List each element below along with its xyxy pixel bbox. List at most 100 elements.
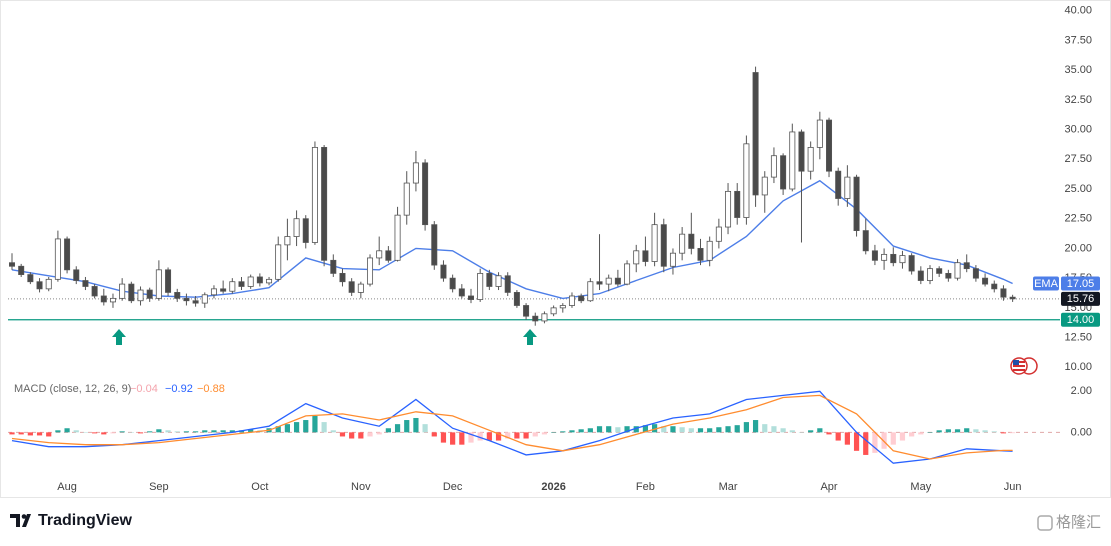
candle-body <box>256 276 263 284</box>
candle-body <box>862 230 869 252</box>
candle-body <box>660 224 667 267</box>
macd-histogram-bar <box>165 430 171 433</box>
candle-body <box>633 250 640 265</box>
candle-body <box>367 257 374 285</box>
macd-histogram-bar <box>193 431 199 433</box>
candle-body <box>27 274 34 283</box>
macd-histogram-bar <box>679 427 685 433</box>
candle-body <box>972 268 979 279</box>
x-tick-label: Dec <box>443 481 463 493</box>
macd-histogram-bar <box>670 426 676 433</box>
macd-line-value: −0.92 <box>165 383 193 395</box>
x-tick-label: Sep <box>149 481 169 493</box>
candle-body <box>486 272 493 287</box>
macd-histogram-bar <box>9 432 15 435</box>
macd-histogram-bar <box>707 428 713 433</box>
x-tick-label: Oct <box>251 481 268 493</box>
y-tick-label: 22.50 <box>1064 213 1092 225</box>
candle-body <box>275 244 282 280</box>
macd-histogram-bar <box>119 431 125 433</box>
candle-body <box>100 295 107 303</box>
macd-histogram-bar <box>156 429 162 433</box>
macd-histogram-bar <box>64 428 70 433</box>
candle-body <box>266 278 273 284</box>
x-tick-label: Jun <box>1004 481 1022 493</box>
y-tick-label: 20.00 <box>1064 242 1092 254</box>
candle-body <box>192 300 199 304</box>
candle-body <box>357 283 364 293</box>
candle-body <box>770 155 777 178</box>
macd-histogram-bar <box>495 432 502 441</box>
candle-body <box>54 238 61 280</box>
y-tick-label: 30.00 <box>1064 123 1092 135</box>
candle-body <box>550 307 557 315</box>
candle-body <box>229 281 236 292</box>
buy-arrow <box>523 329 537 345</box>
macd-tick-label: 0.00 <box>1071 426 1092 438</box>
macd-hist-value: −0.04 <box>130 383 158 395</box>
macd-histogram-bar <box>652 424 658 433</box>
candle-body <box>412 162 419 184</box>
macd-histogram-bar <box>661 426 667 433</box>
candle-body <box>348 281 355 293</box>
candle-body <box>146 289 153 299</box>
y-tick-label: 37.50 <box>1064 34 1092 46</box>
candle-body <box>311 146 318 243</box>
macd-histogram-bar <box>82 432 89 433</box>
candle-body <box>73 269 80 281</box>
macd-histogram-bar <box>229 430 235 433</box>
candle-body <box>82 280 89 287</box>
candle-body <box>504 275 511 293</box>
candle-body <box>165 269 172 293</box>
macd-histogram-bar <box>991 431 997 433</box>
x-tick-label: Apr <box>820 481 837 493</box>
macd-histogram-bar <box>1000 432 1007 434</box>
macd-histogram-bar <box>587 428 593 433</box>
y-tick-label: 27.50 <box>1064 153 1092 165</box>
candle-body <box>119 283 126 299</box>
candle-body <box>917 270 924 281</box>
macd-histogram-bar <box>450 432 456 445</box>
candle-body <box>734 190 741 218</box>
candle-body <box>688 233 695 249</box>
macd-histogram-bar <box>780 428 786 433</box>
macd-histogram-bar <box>817 428 823 433</box>
candle-body <box>614 277 621 285</box>
macd-histogram-bar <box>909 432 915 437</box>
macd-histogram-bar <box>835 432 841 441</box>
macd-histogram-bar <box>413 417 419 433</box>
ema-name-box <box>1033 276 1059 291</box>
candle-body <box>780 155 787 190</box>
macd-histogram-bar <box>248 429 254 433</box>
macd-title: MACD (close, 12, 26, 9) <box>14 383 131 395</box>
candle-body <box>220 288 227 292</box>
macd-histogram-bar <box>596 426 603 433</box>
candle-body <box>816 119 823 148</box>
candle-body <box>578 295 585 302</box>
candle-body <box>440 264 447 279</box>
macd-histogram-bar <box>954 429 961 433</box>
candle-body <box>844 176 851 199</box>
candle-body <box>991 283 998 290</box>
signal-line <box>11 394 1013 460</box>
candle-body <box>936 268 943 274</box>
x-tick-label: Mar <box>719 481 738 493</box>
candle-body <box>679 233 686 254</box>
candle-body <box>669 252 676 267</box>
candle-body <box>743 143 750 218</box>
candle-body <box>321 146 328 261</box>
candle-body <box>458 288 465 297</box>
candle-body <box>431 224 438 266</box>
macd-histogram-bar <box>872 432 878 453</box>
candle-body <box>339 272 346 283</box>
macd-histogram-bar <box>642 425 649 433</box>
candle-body <box>605 277 612 285</box>
candle-body <box>596 281 603 285</box>
y-tick-label: 25.00 <box>1064 183 1092 195</box>
macd-histogram-bar <box>486 432 492 441</box>
candle-body <box>559 305 566 309</box>
macd-histogram-bar <box>936 430 942 433</box>
macd-histogram-bar <box>899 432 906 441</box>
macd-histogram-bar <box>404 420 410 433</box>
y-tick-label: 12.50 <box>1064 331 1092 343</box>
